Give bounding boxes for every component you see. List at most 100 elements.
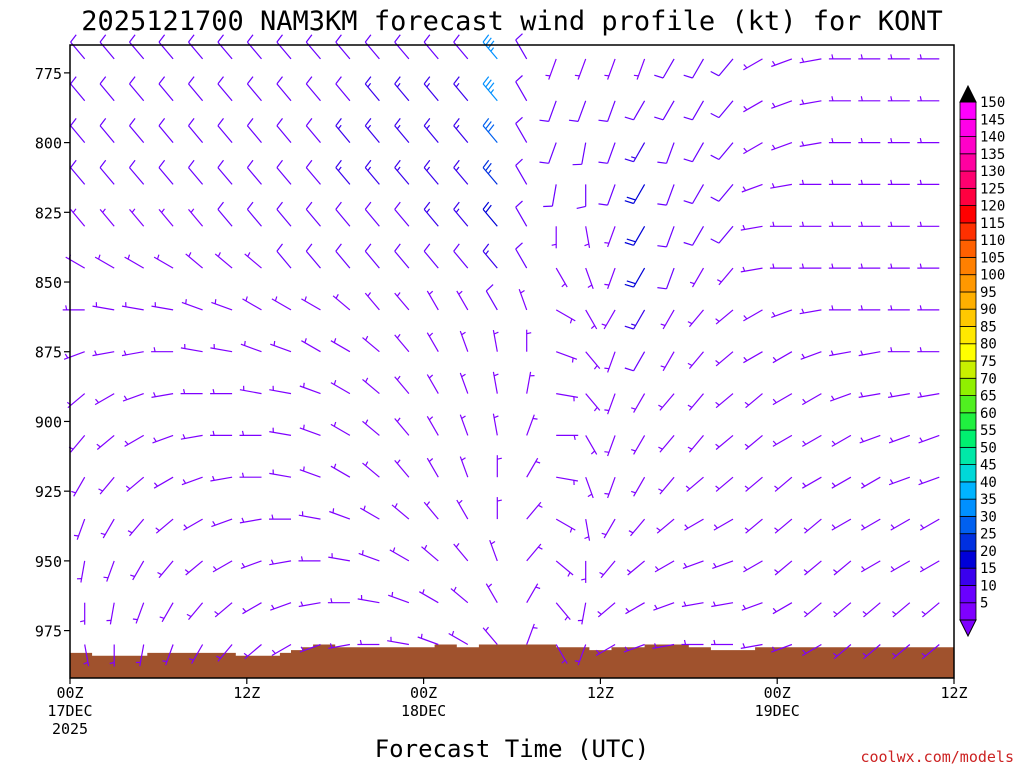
wind-barb	[301, 296, 321, 311]
wind-barb	[299, 466, 321, 478]
wind-barb	[917, 179, 940, 185]
colorbar-swatch	[959, 446, 977, 465]
wind-barb	[394, 459, 410, 478]
wind-barb	[70, 118, 86, 143]
wind-barb	[242, 296, 262, 311]
colorbar-swatch	[959, 170, 977, 189]
wind-barb	[574, 644, 587, 666]
wind-barb	[660, 309, 675, 330]
wind-barb	[327, 598, 350, 604]
wind-barb	[918, 434, 940, 444]
wind-barb	[633, 58, 646, 80]
wind-barb	[423, 118, 439, 143]
wind-barb	[482, 118, 498, 143]
credit-text: coolwx.com/models	[860, 748, 1014, 766]
colorbar-label: 85	[980, 320, 997, 336]
wind-barb	[921, 644, 940, 660]
wind-barb	[858, 305, 881, 311]
wind-barb	[358, 550, 380, 562]
wind-barb-layer	[62, 33, 940, 667]
wind-barb	[99, 159, 115, 185]
wind-barb	[492, 329, 499, 352]
colorbar-swatch	[959, 585, 977, 604]
wind-barb	[70, 159, 86, 185]
wind-barb	[155, 518, 174, 534]
wind-barb	[188, 76, 204, 102]
colorbar-swatch	[959, 516, 977, 535]
wind-barb	[456, 499, 469, 520]
wind-barb	[551, 226, 557, 249]
wind-barb	[132, 602, 145, 624]
wind-barb	[917, 392, 940, 398]
wind-barb	[129, 208, 145, 227]
wind-barb	[214, 602, 233, 618]
wind-barb	[124, 254, 144, 269]
wind-barb	[328, 643, 351, 649]
wind-barb	[389, 547, 410, 562]
wind-barb	[717, 267, 734, 286]
wind-barb	[585, 267, 594, 290]
wind-barb	[740, 266, 763, 273]
wind-barb	[100, 518, 115, 539]
wind-barb	[418, 589, 439, 604]
wind-barb	[240, 560, 262, 569]
wind-barb	[459, 372, 469, 394]
wind-barb	[153, 476, 174, 489]
wind-barb	[330, 338, 351, 353]
wind-barb	[685, 476, 704, 492]
wind-barb	[92, 302, 115, 311]
wind-barb	[539, 142, 557, 164]
wind-barb	[387, 636, 410, 646]
wind-barb	[802, 476, 822, 489]
colorbar-min-arrow	[959, 619, 977, 638]
colorbar-label: 130	[980, 164, 1005, 180]
wind-barb	[624, 225, 646, 246]
x-tick-label: 12Z	[587, 684, 614, 702]
x-tick-label: 00Z	[410, 684, 437, 702]
wind-barb	[387, 591, 410, 604]
colorbar-label: 70	[980, 371, 997, 387]
wind-barb	[240, 340, 262, 353]
wind-barb	[357, 594, 380, 604]
wind-barb	[556, 434, 579, 441]
wind-barb	[151, 302, 174, 311]
wind-barb	[584, 226, 591, 249]
x-tick-label: 18DEC	[401, 702, 446, 720]
wind-barb	[887, 137, 910, 144]
wind-barb	[184, 560, 203, 576]
wind-barb	[335, 76, 351, 102]
wind-barb	[162, 644, 174, 666]
wind-barb	[653, 602, 675, 611]
wind-barb	[453, 118, 469, 143]
wind-barb	[394, 201, 410, 227]
wind-barb	[744, 393, 763, 409]
wind-barb	[151, 392, 174, 398]
colorbar-swatch	[959, 567, 977, 586]
wind-barb	[772, 434, 793, 447]
wind-barb	[604, 351, 616, 373]
y-tick-label: 850	[35, 274, 62, 292]
plot-frame	[69, 44, 955, 679]
y-tick-label: 900	[35, 413, 62, 431]
wind-barb	[70, 208, 86, 227]
colorbar-swatch	[959, 274, 977, 293]
wind-barb	[710, 225, 734, 244]
wind-barb	[833, 644, 852, 660]
wind-barb	[799, 57, 822, 64]
colorbar-label: 95	[980, 285, 997, 301]
wind-barb	[276, 243, 292, 269]
wind-barb	[917, 54, 940, 60]
colorbar-swatch	[959, 326, 977, 345]
wind-barb	[526, 623, 538, 645]
wind-barb	[555, 602, 571, 621]
wind-barb	[210, 475, 233, 482]
wind-barb	[828, 305, 851, 311]
wind-barb	[269, 469, 292, 478]
wind-barb	[631, 435, 646, 455]
colorbar-swatch	[959, 256, 977, 276]
wind-barb	[624, 100, 646, 121]
wind-barb	[423, 159, 439, 185]
wind-barb	[459, 456, 469, 478]
wind-barb	[453, 243, 469, 269]
wind-barb	[394, 118, 410, 143]
